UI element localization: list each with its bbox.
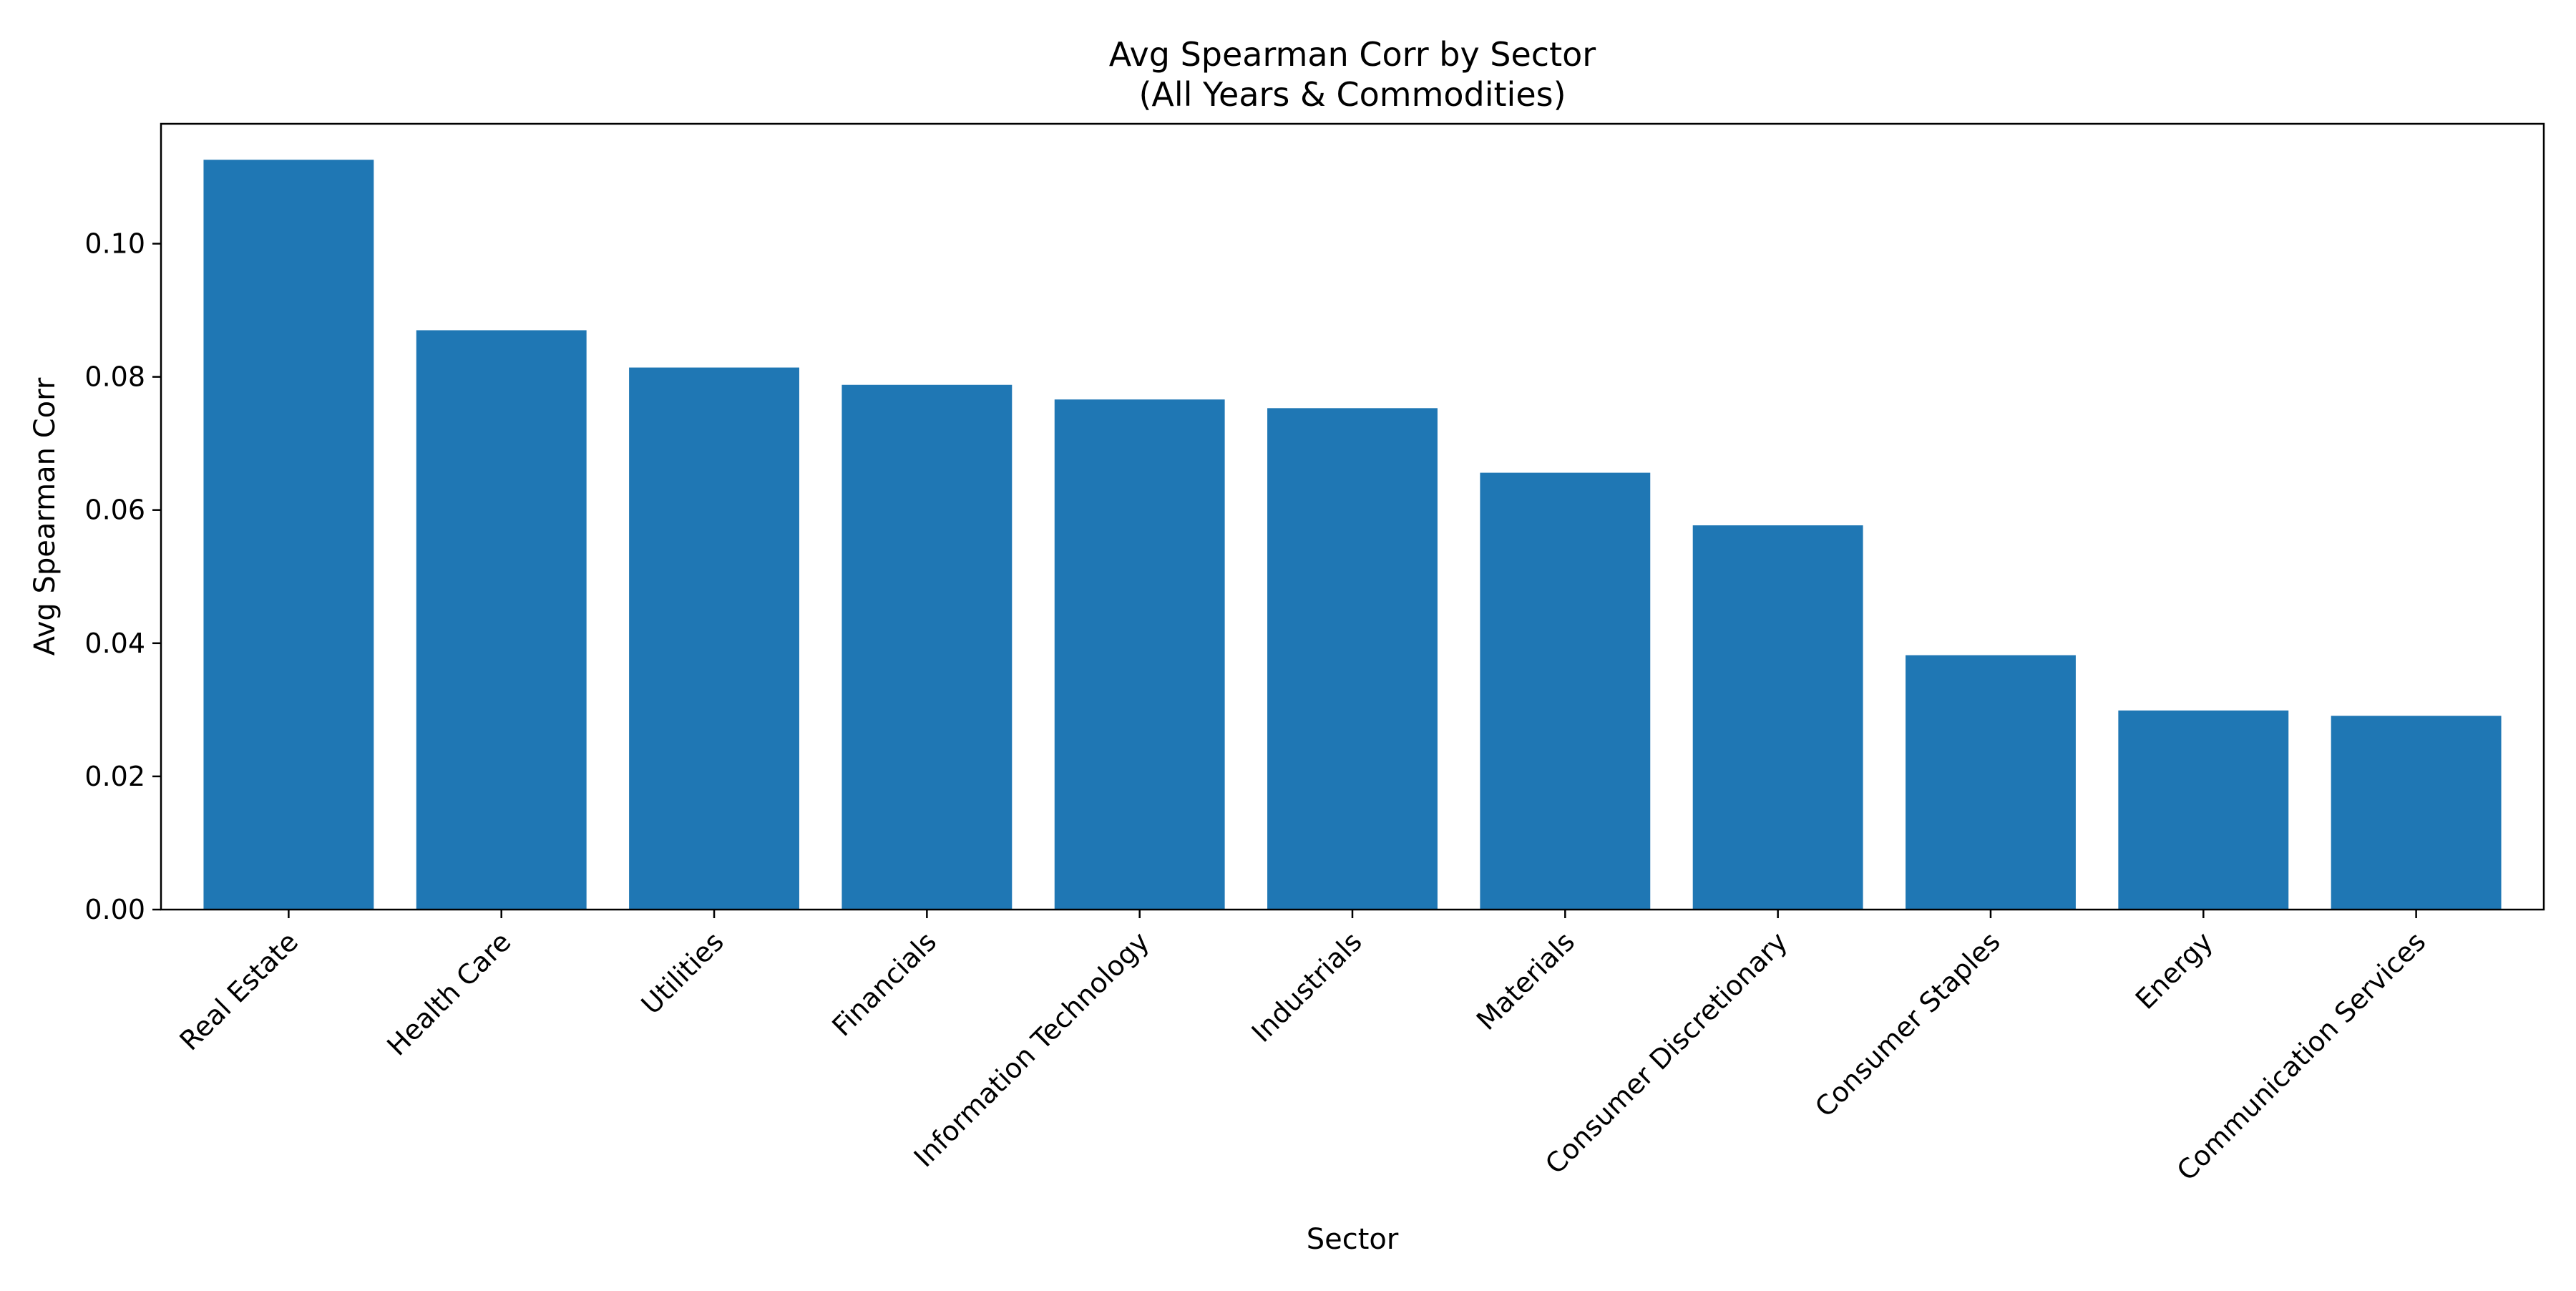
- x-tick-label: Utilities: [635, 926, 730, 1020]
- bar: [1480, 472, 1651, 910]
- y-tick-label: 0.10: [84, 228, 145, 259]
- y-tick-label: 0.00: [84, 894, 145, 925]
- y-axis: 0.00 0.02 0.04 0.06 0.08 0.10: [84, 228, 161, 925]
- y-tick-label: 0.08: [84, 361, 145, 393]
- plot-frame: [160, 122, 2545, 911]
- x-tick-label: Information Technology: [908, 926, 1156, 1174]
- y-tick-label: 0.06: [84, 495, 145, 526]
- bar: [1054, 399, 1225, 910]
- bar: [1692, 525, 1863, 910]
- bars-group: [203, 160, 2502, 910]
- bar: [2118, 710, 2289, 910]
- x-axis: Real Estate Health Care Utilities Financial…: [174, 910, 2432, 1187]
- bar: [416, 330, 587, 910]
- bar: [629, 367, 799, 910]
- chart-subtitle: (All Years & Commodities): [1138, 75, 1566, 114]
- x-tick-label: Financials: [826, 926, 942, 1043]
- x-tick-label: Health Care: [381, 926, 517, 1062]
- x-tick-label: Communication Services: [2171, 926, 2432, 1187]
- x-tick-label: Energy: [2129, 926, 2219, 1015]
- bar: [1267, 408, 1438, 910]
- chart-title: Avg Spearman Corr by Sector: [1109, 35, 1596, 74]
- bar: [1906, 655, 2076, 910]
- x-tick-label: Real Estate: [174, 926, 305, 1057]
- y-axis-label: Avg Spearman Corr: [29, 377, 62, 656]
- x-tick-label: Industrials: [1246, 926, 1368, 1048]
- bar: [2331, 716, 2502, 910]
- bar: [841, 384, 1013, 910]
- x-tick-label: Consumer Staples: [1809, 926, 2006, 1124]
- y-tick-label: 0.02: [84, 761, 145, 792]
- x-tick-label: Consumer Discretionary: [1539, 926, 1793, 1180]
- bar: [203, 160, 374, 910]
- x-tick-label: Materials: [1470, 926, 1581, 1036]
- y-tick-label: 0.04: [84, 628, 145, 659]
- x-axis-label: Sector: [1307, 1223, 1399, 1256]
